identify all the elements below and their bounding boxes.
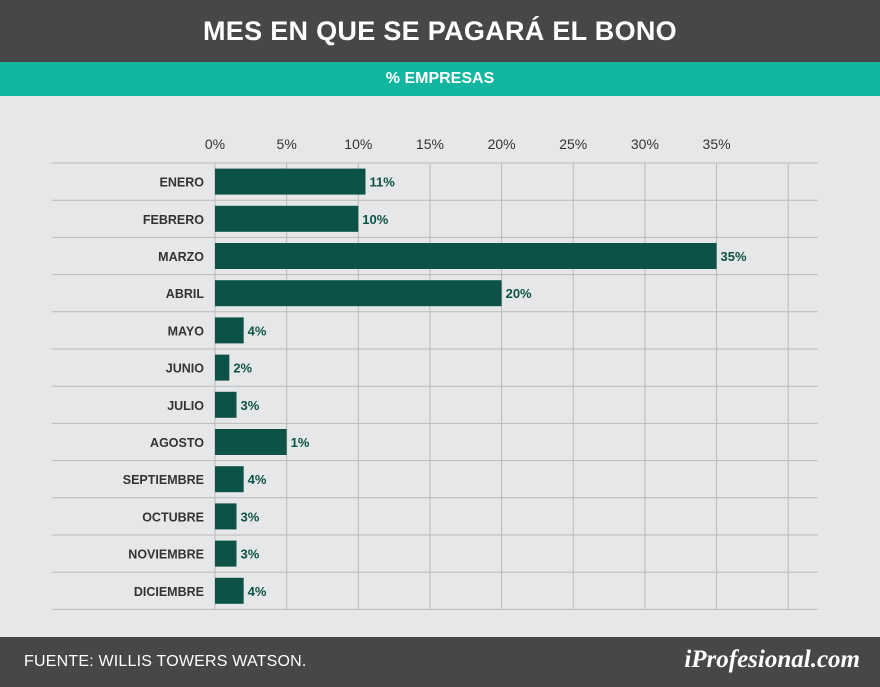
- x-tick-label: 35%: [703, 136, 731, 152]
- bar: [215, 168, 366, 195]
- x-tick-label: 20%: [488, 136, 516, 152]
- bar: [215, 280, 502, 307]
- bar: [215, 503, 237, 530]
- chart-title: MES EN QUE SE PAGARÁ EL BONO: [0, 0, 880, 62]
- bar: [215, 354, 230, 381]
- bar: [215, 317, 244, 344]
- x-tick-label: 30%: [631, 136, 659, 152]
- category-labels: ENERO FEBRERO MARZO ABRIL MAYO JUNIO JULIO AGOS…: [123, 176, 205, 599]
- x-tick-label: 5%: [277, 136, 297, 152]
- category-label: OCTUBRE: [142, 510, 204, 524]
- x-tick-label: 25%: [559, 136, 587, 152]
- bars: [215, 168, 717, 604]
- data-label: 4%: [248, 472, 267, 487]
- category-label: NOVIEMBRE: [128, 548, 204, 562]
- category-label: AGOSTO: [150, 436, 204, 450]
- bar: [215, 429, 287, 455]
- bar: [215, 243, 717, 269]
- brand-logo: iProfesional.com: [684, 646, 860, 673]
- data-label: 1%: [291, 435, 310, 450]
- footer: FUENTE: WILLIS TOWERS WATSON. iProfesion…: [0, 637, 880, 687]
- source-note: FUENTE: WILLIS TOWERS WATSON.: [24, 653, 307, 670]
- bar: [215, 540, 237, 567]
- data-label: 3%: [240, 547, 259, 562]
- bar: [215, 205, 359, 232]
- bar: [215, 466, 244, 493]
- data-label: 3%: [240, 509, 259, 524]
- data-label: 3%: [240, 398, 259, 413]
- x-tick-label: 10%: [344, 136, 372, 152]
- data-label: 20%: [506, 286, 532, 301]
- chart-subtitle: % EMPRESAS: [0, 62, 880, 96]
- value-labels: 11% 10% 35% 20% 4% 2% 3% 1% 4% 3% 3% 4%: [233, 175, 747, 599]
- category-label: DICIEMBRE: [134, 585, 204, 599]
- category-label: ABRIL: [166, 287, 205, 301]
- data-label: 10%: [362, 212, 388, 227]
- category-label: ENERO: [160, 176, 205, 190]
- category-label: SEPTIEMBRE: [123, 473, 204, 487]
- data-label: 2%: [233, 361, 252, 376]
- data-label: 35%: [721, 249, 747, 264]
- data-label: 11%: [369, 175, 395, 190]
- data-label: 4%: [248, 323, 267, 338]
- bar-chart: 0% 5% 10% 15% 20% 25% 30% 35% ENERO FEBRERO MARZO…: [52, 136, 818, 610]
- category-label: MAYO: [168, 324, 205, 338]
- bar: [215, 391, 237, 418]
- data-label: 4%: [248, 584, 267, 599]
- x-axis-ticks: 0% 5% 10% 15% 20% 25% 30% 35%: [205, 136, 731, 152]
- category-label: JUNIO: [166, 362, 204, 376]
- grid-lines: [52, 162, 818, 610]
- bar: [215, 577, 244, 604]
- category-label: FEBRERO: [143, 213, 204, 227]
- category-label: MARZO: [158, 250, 204, 264]
- x-tick-label: 0%: [205, 136, 225, 152]
- category-label: JULIO: [167, 399, 204, 413]
- x-tick-label: 15%: [416, 136, 444, 152]
